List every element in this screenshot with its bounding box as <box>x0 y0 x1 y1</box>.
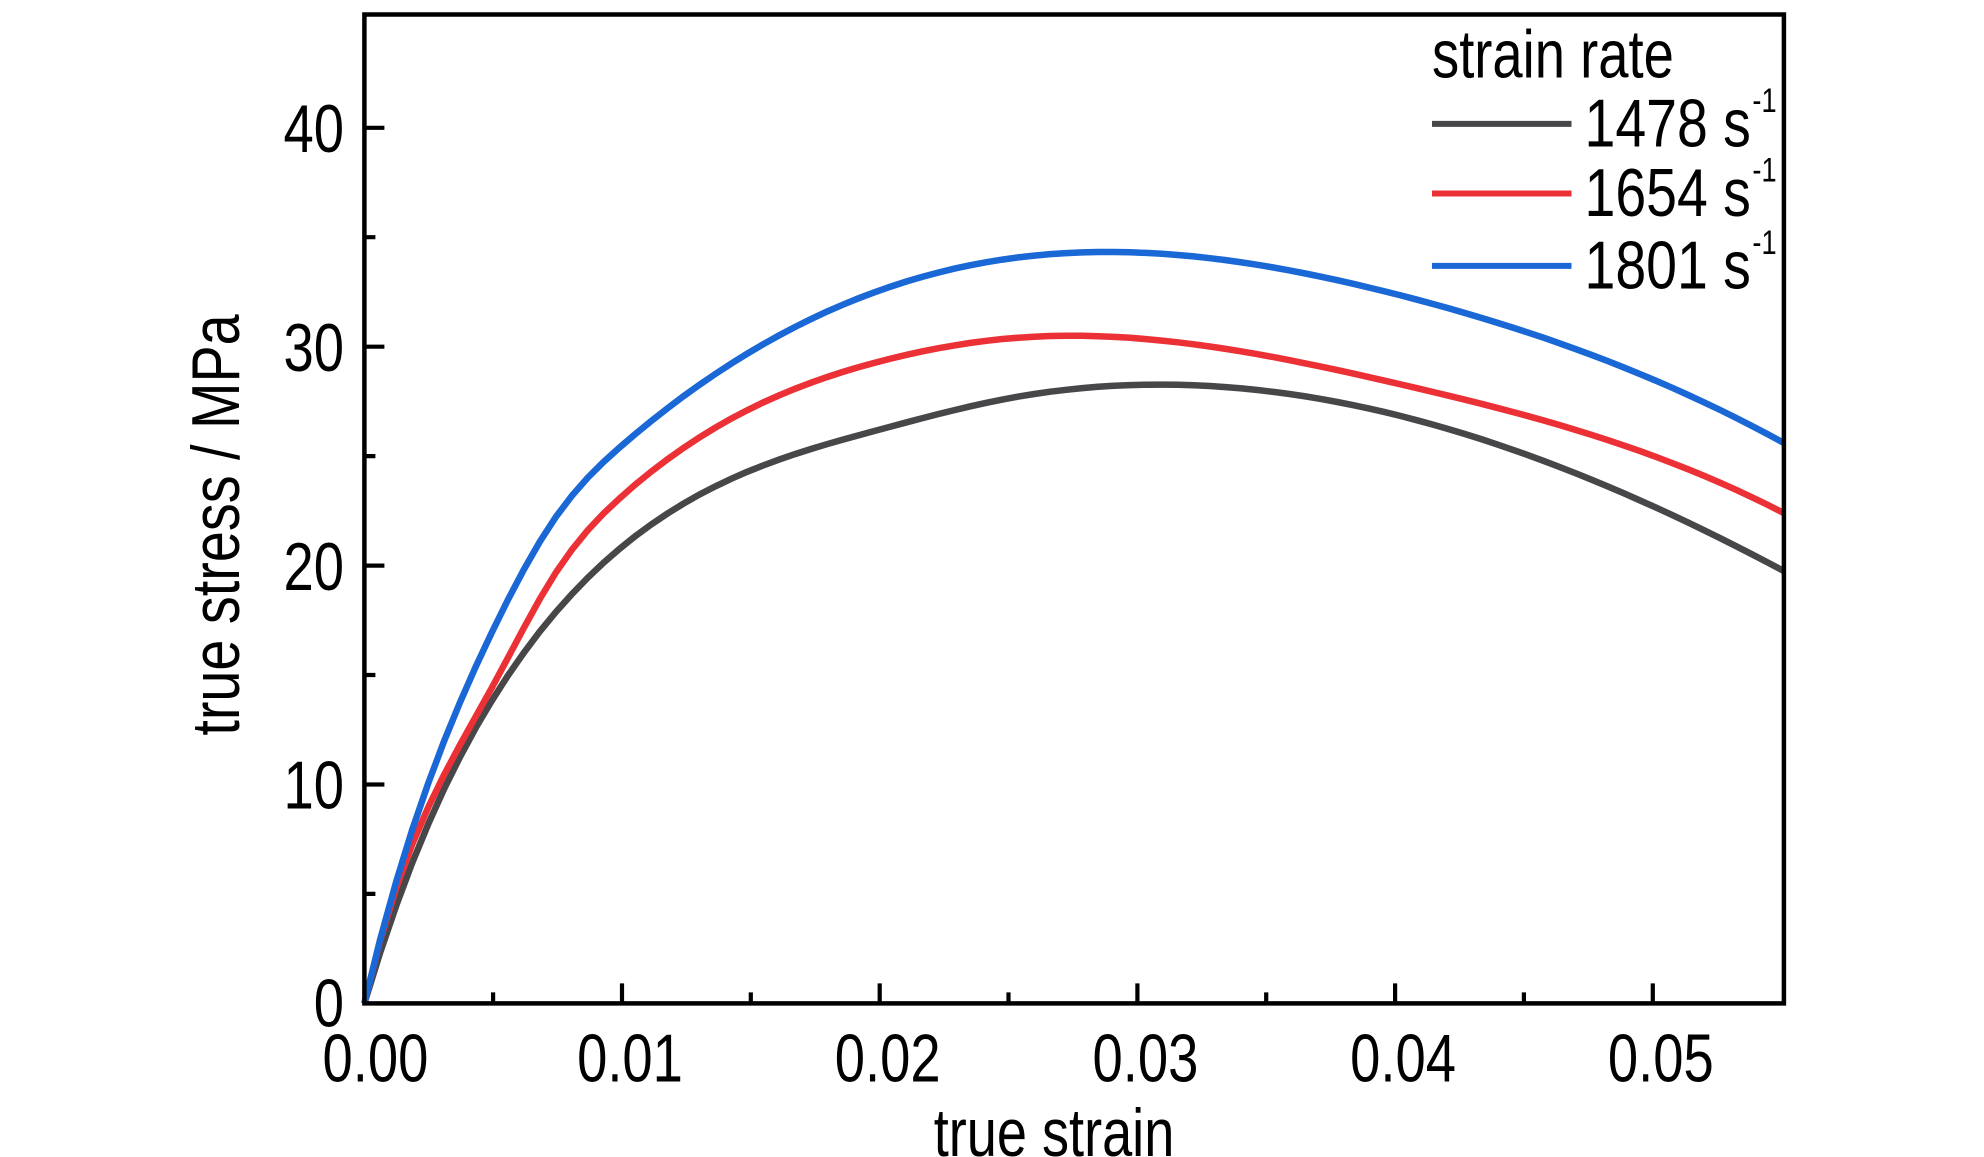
svg-text:0.03: 0.03 <box>1092 1021 1198 1097</box>
svg-text:-1: -1 <box>1752 81 1776 120</box>
svg-text:0: 0 <box>314 966 344 1042</box>
svg-text:1478 s: 1478 s <box>1585 86 1751 162</box>
svg-text:30: 30 <box>283 310 344 386</box>
svg-text:0.00: 0.00 <box>322 1021 428 1097</box>
svg-text:0.02: 0.02 <box>835 1021 941 1097</box>
svg-text:0.04: 0.04 <box>1350 1021 1456 1097</box>
svg-text:0.05: 0.05 <box>1608 1021 1714 1097</box>
svg-text:-1: -1 <box>1752 223 1776 262</box>
svg-text:strain rate: strain rate <box>1432 17 1674 93</box>
svg-text:20: 20 <box>283 529 344 605</box>
svg-text:1654 s: 1654 s <box>1585 156 1751 232</box>
svg-text:10: 10 <box>283 748 344 824</box>
svg-text:true stress / MPa: true stress / MPa <box>179 314 254 736</box>
svg-text:-1: -1 <box>1752 151 1776 190</box>
svg-text:0.01: 0.01 <box>577 1021 683 1097</box>
svg-text:true strain: true strain <box>934 1095 1175 1157</box>
svg-text:40: 40 <box>283 91 344 167</box>
svg-text:1801 s: 1801 s <box>1585 228 1751 304</box>
